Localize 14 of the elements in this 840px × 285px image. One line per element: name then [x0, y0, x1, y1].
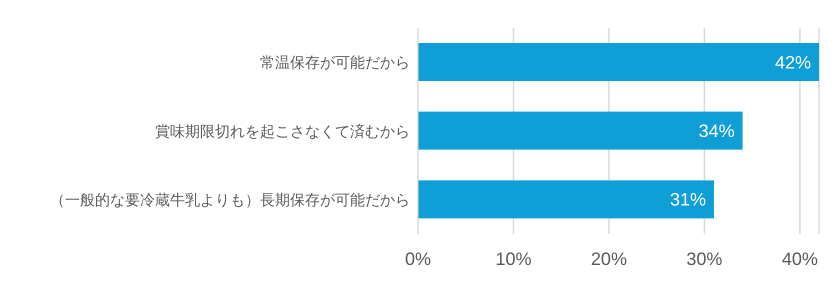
data-label: 34%: [698, 120, 735, 141]
bar: [418, 43, 819, 81]
bar: [418, 112, 743, 150]
x-tick-label: 40%: [782, 248, 818, 269]
bar: [418, 180, 714, 218]
x-tick-label: 20%: [590, 248, 627, 269]
y-tick-label: 常温保存が可能だから: [260, 54, 410, 72]
y-tick-label: 賞味期限切れを起こさなくて済むから: [155, 122, 410, 140]
data-label: 31%: [670, 190, 706, 210]
x-tick-label: 0%: [404, 248, 432, 269]
x-tick-label: 30%: [686, 248, 722, 269]
data-label: 42%: [774, 52, 811, 72]
y-tick-label: （一般的な要冷蔵牛乳よりも）長期保存が可能だから: [50, 190, 410, 209]
x-tick-label: 10%: [495, 248, 532, 269]
